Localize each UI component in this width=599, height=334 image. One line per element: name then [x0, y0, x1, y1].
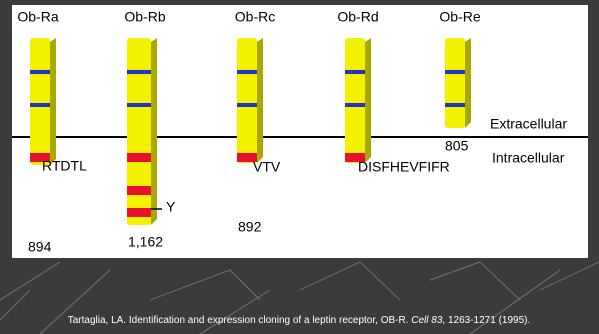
blue-band: [445, 70, 465, 74]
tail-label: VTV: [253, 159, 281, 175]
blue-band: [237, 103, 257, 107]
blue-band: [30, 70, 50, 74]
caption-journal: Cell 83: [411, 315, 443, 326]
caption-text: Tartaglia, LA. Identification and expres…: [68, 315, 412, 326]
length-label: 894: [28, 239, 52, 255]
receptor-side: [465, 38, 471, 128]
receptor-name: Ob-Re: [439, 9, 480, 25]
receptor-body: [127, 38, 151, 225]
blue-band: [445, 103, 465, 107]
tail-label: DISFHEVFIFR: [358, 159, 450, 175]
receptor-side: [151, 38, 157, 225]
blue-band: [237, 70, 257, 74]
receptor-name: Ob-Rc: [235, 9, 275, 25]
blue-band: [30, 103, 50, 107]
blue-band: [127, 70, 151, 74]
red-band: [127, 153, 151, 162]
blue-band: [345, 70, 365, 74]
blue-band: [127, 103, 151, 107]
red-band: [127, 186, 151, 195]
slide: Extracellular Intracellular Tartaglia, L…: [0, 0, 599, 334]
intracellular-label: Intracellular: [492, 150, 565, 166]
receptor-body: [445, 38, 465, 128]
receptor-body: [30, 38, 50, 165]
receptor-side: [50, 38, 56, 165]
length-label: 1,162: [128, 234, 163, 250]
caption: Tartaglia, LA. Identification and expres…: [68, 315, 531, 326]
receptor-name: Ob-Ra: [17, 9, 58, 25]
caption-text: , 1263-1271 (1995).: [442, 315, 530, 326]
receptor-name: Ob-Rb: [124, 9, 165, 25]
tail-label: RTDTL: [42, 158, 87, 174]
extracellular-label: Extracellular: [490, 116, 567, 132]
receptor-body: [345, 38, 365, 163]
length-label: 805: [445, 138, 469, 154]
receptor-body: [237, 38, 257, 163]
red-band: [127, 208, 151, 217]
blue-band: [345, 103, 365, 107]
receptor-side: [365, 38, 371, 163]
receptor-name: Ob-Rd: [337, 9, 378, 25]
receptor-side: [257, 38, 263, 163]
length-label: 892: [238, 219, 262, 235]
tail-label: Y: [166, 199, 176, 215]
